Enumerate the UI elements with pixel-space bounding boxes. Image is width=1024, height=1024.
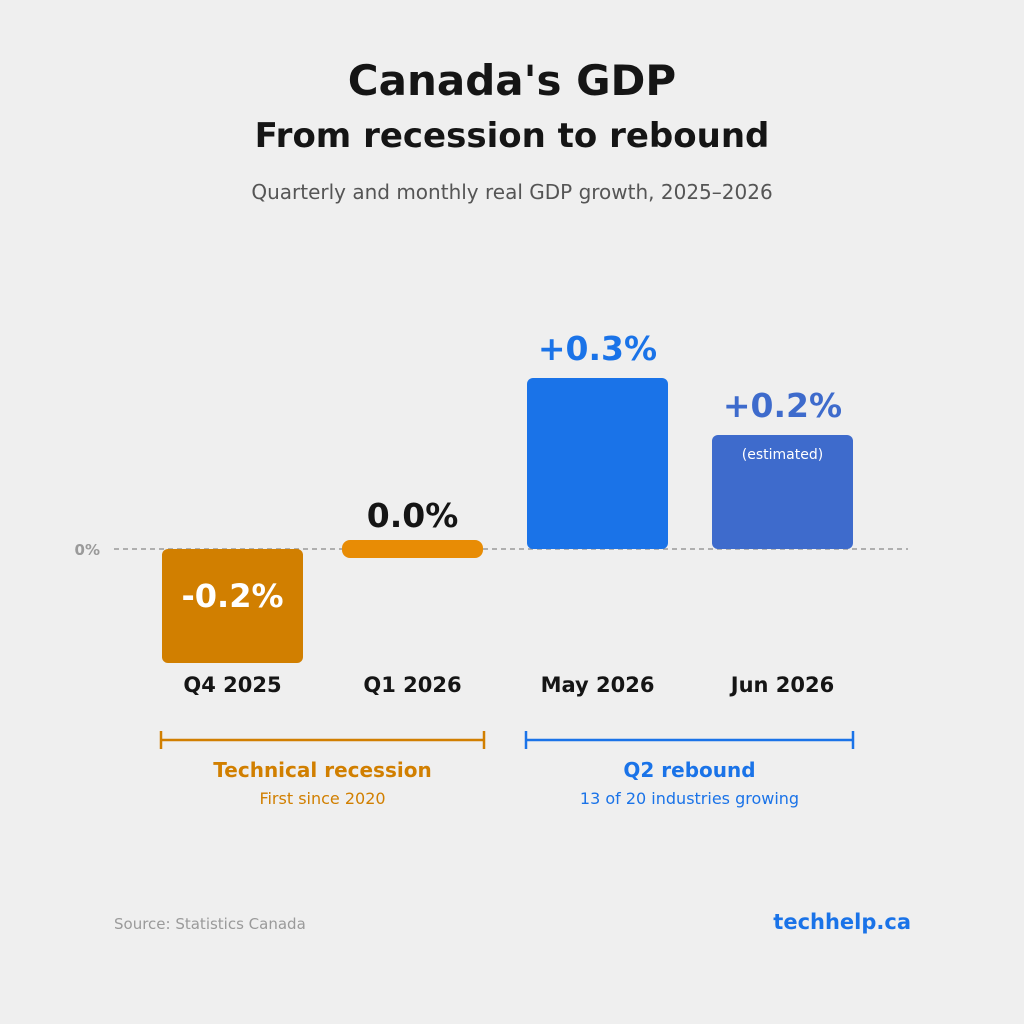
chart-title: Canada's GDP xyxy=(347,56,677,105)
bar-may-2026 xyxy=(527,378,668,549)
annotation-recession-subtitle: First since 2020 xyxy=(259,789,386,808)
zero-label: 0% xyxy=(75,541,100,559)
bar-q4-2025 xyxy=(162,549,303,663)
bar-jun-2026 xyxy=(712,435,853,549)
value-label-q1-2026: 0.0% xyxy=(367,496,459,535)
category-label-may-2026: May 2026 xyxy=(541,673,655,697)
chart-description: Quarterly and monthly real GDP growth, 2… xyxy=(251,180,773,204)
value-label-may-2026: +0.3% xyxy=(538,329,657,368)
value-label-jun-2026: +0.2% xyxy=(723,386,842,425)
chart-subtitle: From recession to rebound xyxy=(254,116,770,156)
annotation-recession-title: Technical recession xyxy=(213,758,432,782)
category-label-q1-2026: Q1 2026 xyxy=(363,673,461,697)
category-label-q4-2025: Q4 2025 xyxy=(183,673,281,697)
bar-q1-2026 xyxy=(342,540,483,558)
category-label-jun-2026: Jun 2026 xyxy=(729,673,834,697)
bar-note-jun-2026: (estimated) xyxy=(742,447,823,463)
annotation-rebound-title: Q2 rebound xyxy=(623,758,756,782)
source-note: Source: Statistics Canada xyxy=(114,915,306,933)
annotation-rebound-subtitle: 13 of 20 industries growing xyxy=(579,789,800,808)
brand-link[interactable]: techhelp.ca xyxy=(773,910,911,934)
value-label-q4-2025: -0.2% xyxy=(181,577,283,615)
